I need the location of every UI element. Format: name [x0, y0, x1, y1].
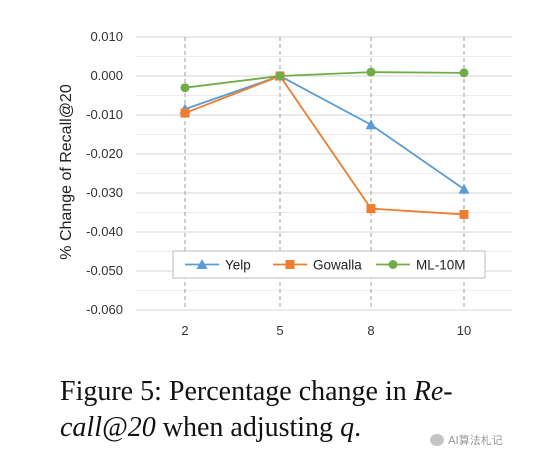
series-line-ml-10m: [184, 71, 465, 89]
y-tick-label: -0.050: [86, 263, 123, 278]
data-point-gowalla: [459, 209, 469, 219]
y-tick-label: -0.010: [86, 107, 123, 122]
caption-part-1: Figure 5: Percentage change in: [60, 376, 414, 407]
figure-caption: Figure 5: Percentage change in Re-call@2…: [60, 374, 530, 446]
series-line-yelp: [184, 75, 465, 190]
series-yelp: [179, 70, 470, 194]
caption-part-3: when adjusting: [155, 412, 341, 443]
data-point-ml-10m: [275, 71, 285, 81]
caption-part-5: .: [354, 412, 362, 443]
watermark: AI算法札记: [430, 432, 503, 448]
y-tick-label: 0.010: [90, 29, 123, 44]
data-point-ml-10m: [180, 83, 190, 93]
legend-marker-yelp: [196, 259, 208, 269]
chart: 0.010 0.000 -0.010 -0.020 -0.030 -0.040 -0.050…: [58, 29, 512, 338]
series-ml-10m: [180, 67, 469, 93]
legend-marker-ml-10m: [388, 260, 398, 269]
series-layer: [179, 67, 470, 219]
x-tick-label: 8: [367, 323, 374, 338]
x-tick-labels: 2 5 8 10: [181, 323, 471, 338]
data-point-ml-10m: [366, 67, 376, 77]
data-point-gowalla: [366, 204, 376, 214]
watermark-text: AI算法札记: [448, 434, 503, 447]
data-point-yelp: [365, 119, 377, 130]
data-point-yelp: [458, 183, 470, 194]
y-tick-label: -0.030: [86, 185, 123, 200]
horizontal-gridlines: [136, 36, 512, 311]
x-tick-label: 10: [457, 323, 471, 338]
series-line-gowalla: [184, 74, 465, 216]
data-point-gowalla: [180, 108, 190, 118]
legend: Yelp Gowalla ML-10M: [172, 250, 486, 279]
y-tick-label: -0.020: [86, 146, 123, 161]
y-tick-label: 0.000: [90, 68, 123, 83]
legend-label-yelp: Yelp: [225, 258, 251, 273]
caption-metric: Re-call@20: [60, 376, 453, 443]
series-gowalla: [180, 71, 469, 219]
y-tick-labels: 0.010 0.000 -0.010 -0.020 -0.030 -0.040 -0.050…: [86, 29, 123, 317]
x-tick-label: 2: [181, 323, 188, 338]
wechat-icon: [430, 434, 444, 446]
legend-label-gowalla: Gowalla: [313, 258, 362, 273]
y-tick-label: -0.060: [86, 302, 123, 317]
caption-variable: q: [340, 412, 355, 443]
y-tick-label: -0.040: [86, 224, 123, 239]
legend-label-ml-10m: ML-10M: [416, 258, 466, 273]
legend-marker-gowalla: [285, 260, 295, 269]
x-tick-label: 5: [276, 323, 283, 338]
y-axis-label: % Change of Recall@20: [58, 84, 75, 260]
legend-box: [172, 250, 486, 279]
data-point-ml-10m: [459, 68, 469, 78]
